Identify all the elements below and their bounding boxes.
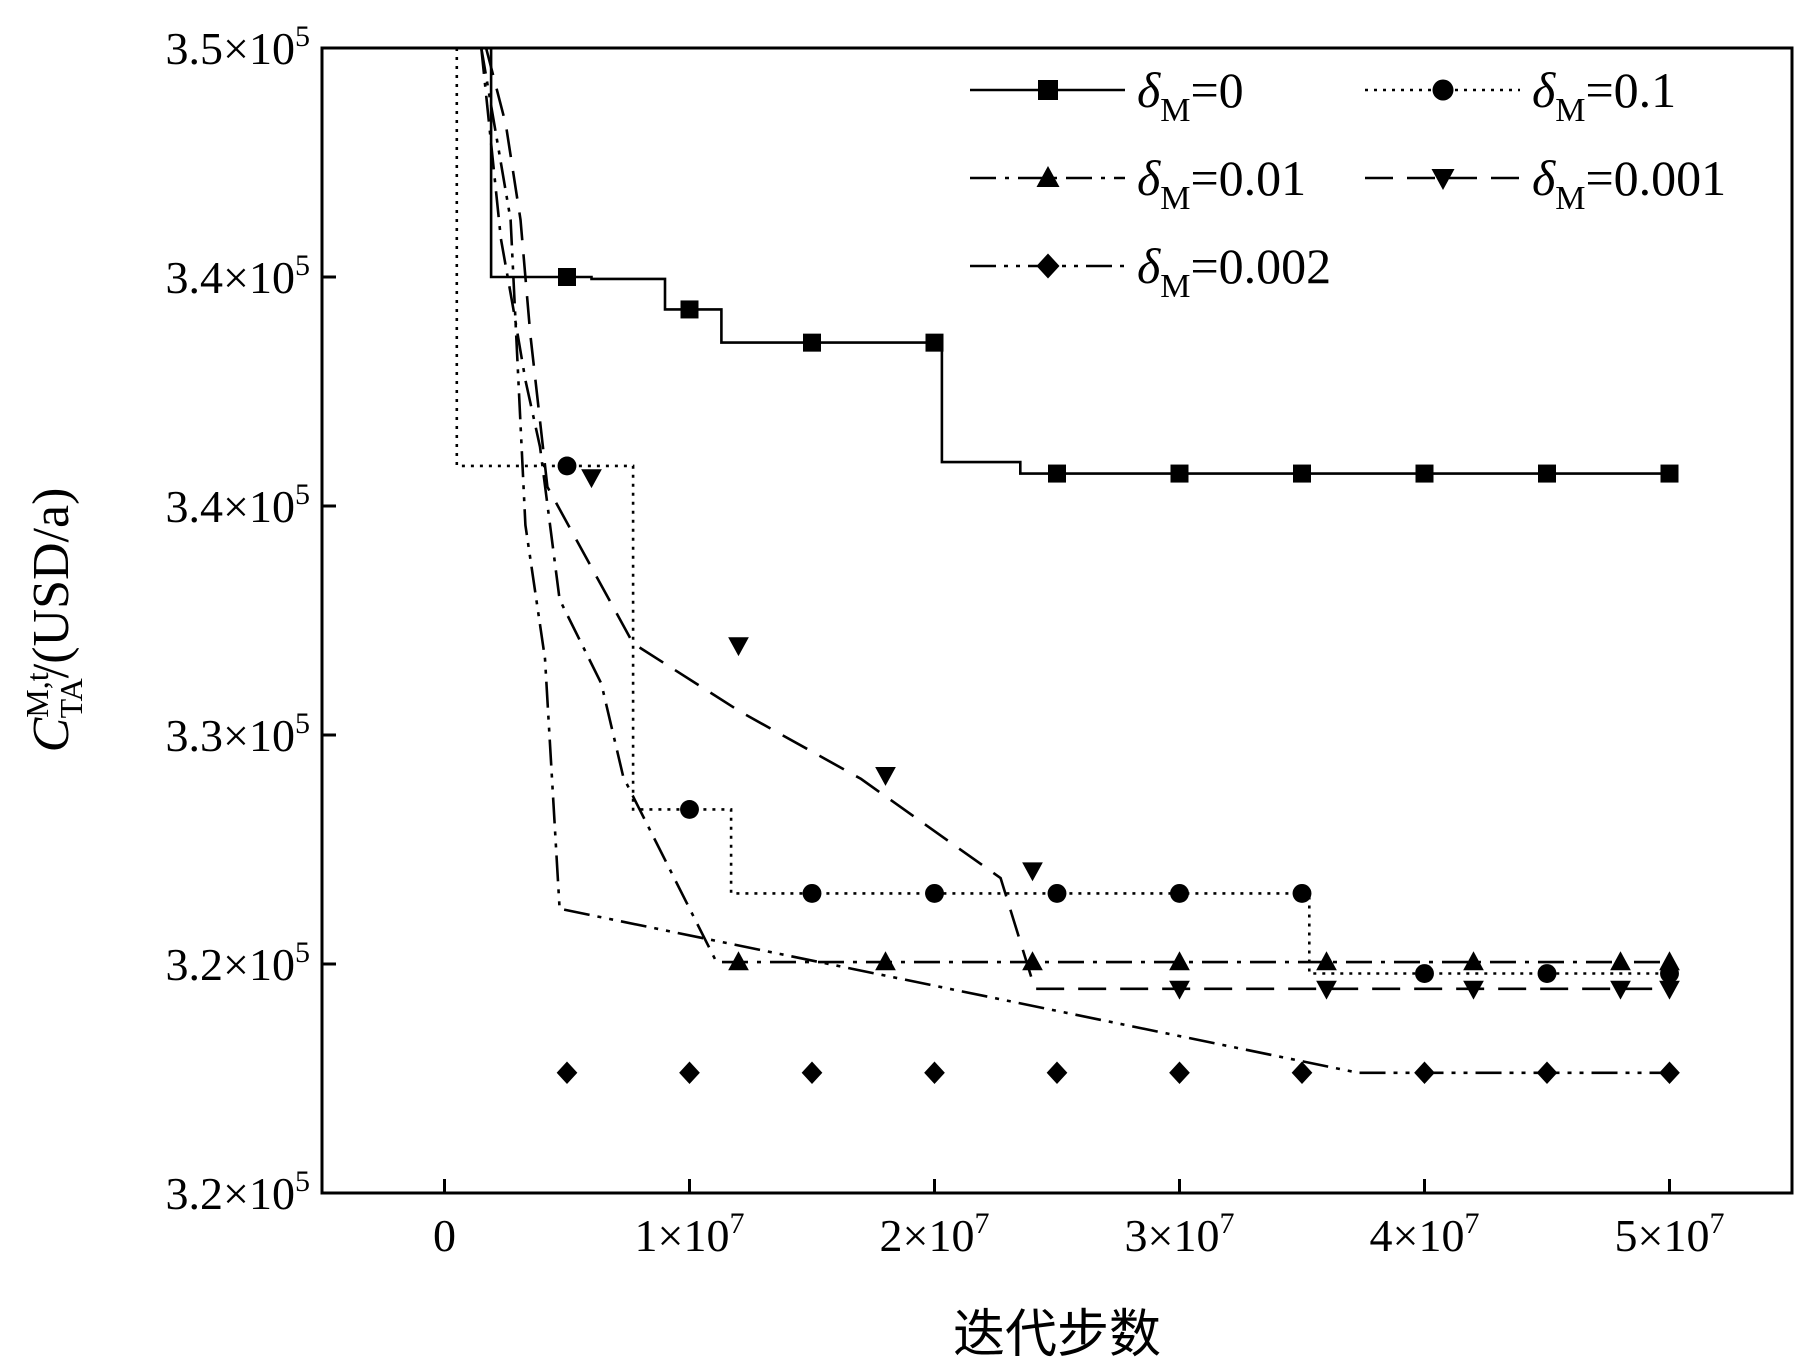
series-layer: [455, 48, 1670, 1075]
y-tick-label: 3.2×105: [166, 936, 310, 990]
series-2-point: [925, 883, 944, 903]
x-tick-label: 5×107: [1615, 1207, 1725, 1261]
series-2-point: [1292, 883, 1312, 903]
series-4-point: [1169, 980, 1190, 1000]
series-3-point: [1022, 951, 1043, 971]
series-line-3: [480, 48, 1670, 964]
series-5-point: [556, 1061, 578, 1085]
series-5-point: [1414, 1061, 1435, 1085]
legend-label-5: δM=0.002: [1137, 238, 1331, 305]
series-5-point: [1659, 1061, 1680, 1085]
y-tick-label: 3.4×105: [166, 249, 310, 303]
series-1-point: [1415, 464, 1434, 483]
y-tick-label: 3.5×105: [166, 20, 310, 74]
marker-layer: [556, 268, 1680, 1085]
legend-label-3: δM=0.01: [1137, 150, 1306, 217]
series-line-1: [489, 48, 1670, 475]
series-4-point: [1463, 980, 1484, 1000]
series-4-point: [1316, 980, 1337, 1000]
series-1-point: [925, 333, 944, 352]
series-4-point: [1659, 980, 1680, 1000]
x-tick-label: 1×107: [635, 1207, 745, 1261]
x-tick-label: 3×107: [1125, 1207, 1235, 1261]
series-2-point: [1415, 964, 1434, 983]
series-3-point: [1169, 951, 1190, 971]
series-line-4: [484, 48, 1670, 991]
x-axis-title: 迭代步数: [953, 1307, 1161, 1364]
series-2-point: [802, 883, 822, 903]
series-4-point: [1022, 862, 1043, 882]
legend-marker-2: [1432, 79, 1454, 101]
series-1-point: [1660, 464, 1679, 483]
legend-marker-5: [1036, 253, 1060, 279]
y-axis-title: CM,tTA/(USD/a): [19, 488, 89, 753]
series-1-point: [1293, 464, 1311, 483]
series-5-point: [1169, 1061, 1190, 1085]
y-tick-label: 3.2×105: [166, 1165, 310, 1219]
series-1-point: [558, 268, 576, 286]
series-3-point: [1463, 951, 1484, 971]
y-tick-label: 3.3×105: [166, 707, 310, 761]
legend-label-4: δM=0.001: [1532, 150, 1726, 217]
legend-label-2: δM=0.1: [1532, 62, 1676, 129]
series-1-point: [1538, 464, 1556, 483]
x-tick-label: 0: [433, 1210, 456, 1261]
series-5-point: [1046, 1061, 1068, 1085]
series-1-point: [1048, 464, 1066, 483]
series-line-5: [480, 48, 1670, 1075]
series-3-point: [728, 951, 749, 971]
legend-marker-1: [1038, 80, 1058, 100]
series-2-point: [1170, 883, 1189, 903]
series-5-point: [679, 1061, 700, 1085]
y-tick-label: 3.4×105: [166, 478, 310, 532]
series-5-point: [1536, 1061, 1558, 1085]
series-5-point: [924, 1061, 945, 1085]
legend-marker-3: [1036, 166, 1060, 187]
series-4-point: [1610, 980, 1631, 1000]
series-4-point: [581, 469, 602, 489]
legend: δM=0 δM=0.1 δM=0.01 δM=0.001 δM=0.002: [970, 62, 1726, 305]
legend-label-1: δM=0: [1137, 62, 1244, 129]
series-2-point: [557, 456, 577, 476]
series-3-point: [1610, 951, 1631, 971]
series-3-point: [1316, 951, 1337, 971]
series-1-point: [803, 333, 821, 352]
series-3-point: [1659, 951, 1680, 971]
series-line-2: [455, 48, 1670, 975]
series-3-point: [875, 951, 896, 971]
x-tick-label: 2×107: [880, 1207, 990, 1261]
series-5-point: [1291, 1061, 1313, 1085]
series-1-point: [680, 300, 699, 319]
series-1-point: [1170, 464, 1189, 483]
series-5-point: [801, 1061, 823, 1085]
series-2-point: [1047, 883, 1067, 903]
axis-ticks: 0 1×107 2×107 3×107 4×107 5×107 3.2×105 3.2×105…: [166, 20, 1725, 1261]
series-4-point: [875, 766, 896, 786]
plot-frame: [320, 46, 1794, 1195]
series-2-point: [680, 799, 699, 819]
series-4-point: [728, 637, 749, 657]
x-tick-label: 4×107: [1370, 1207, 1480, 1261]
legend-marker-4: [1431, 169, 1455, 190]
series-2-point: [1537, 964, 1557, 983]
